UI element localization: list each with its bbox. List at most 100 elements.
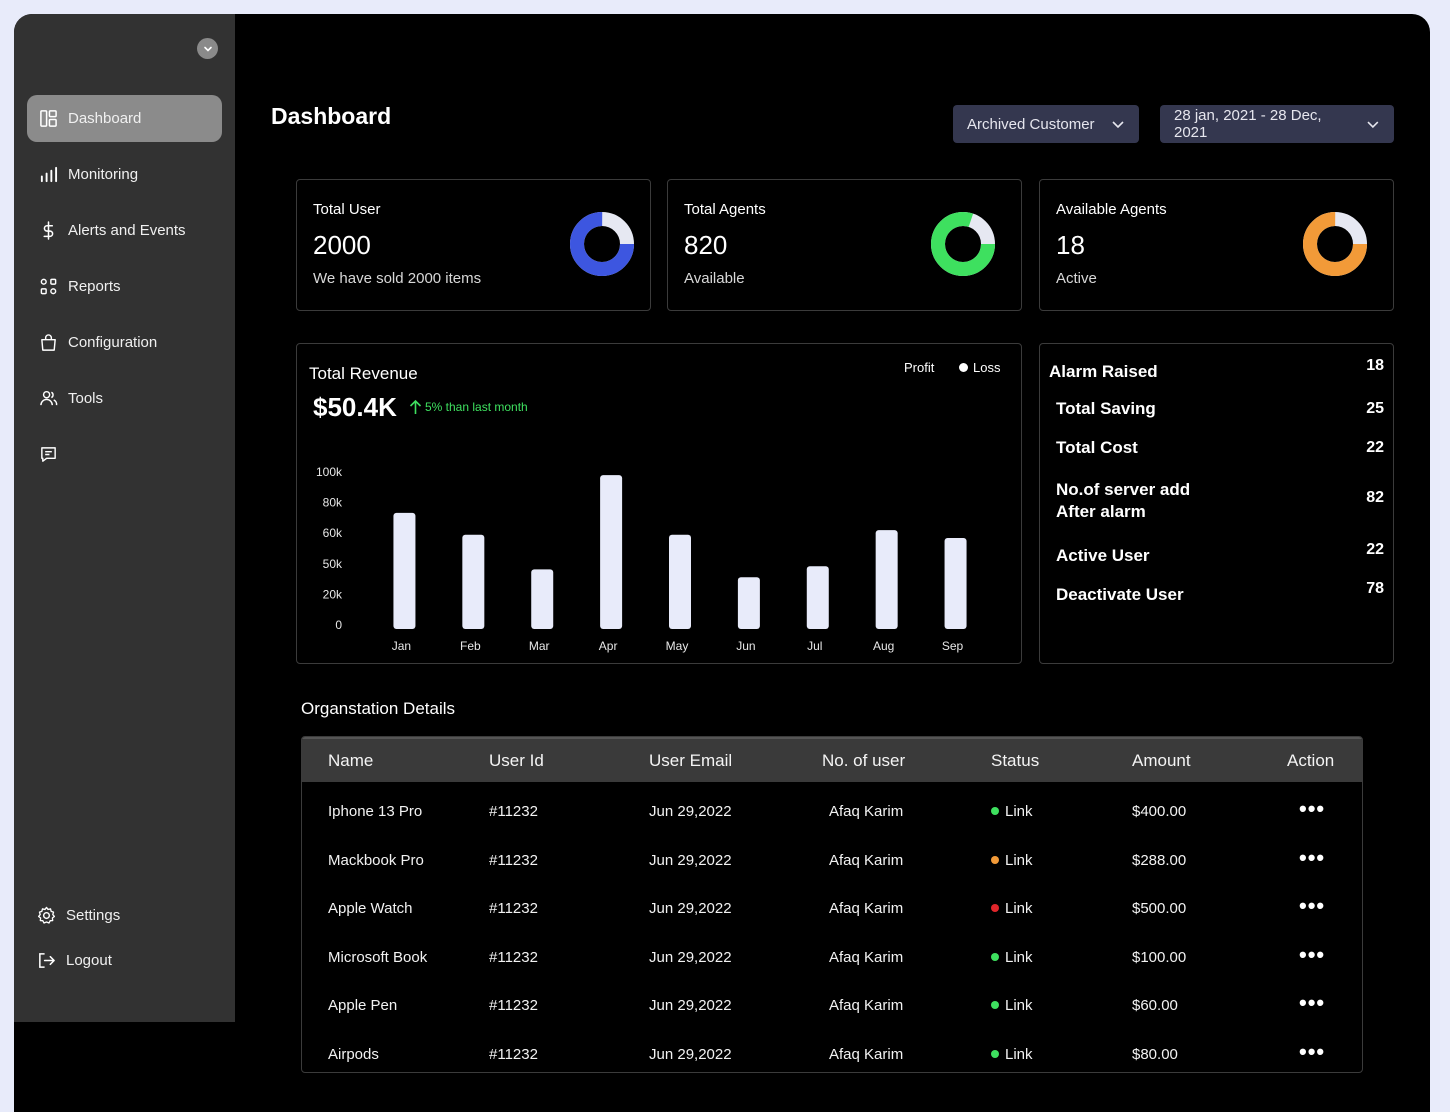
section-title: Organstation Details [301, 699, 456, 718]
sidebar-item-settings[interactable]: Settings [25, 892, 220, 939]
cell-name: Iphone 13 Pro [328, 803, 423, 820]
alarm-label: Total Saving [1056, 399, 1156, 418]
cell-email: Jun 29,2022 [649, 900, 732, 917]
column-header[interactable]: No. of user [822, 751, 906, 770]
cell-status[interactable]: Link [991, 949, 1033, 966]
revenue-title: Total Revenue [309, 364, 418, 383]
stat-value: 2000 [313, 230, 371, 260]
revenue-bar-chart: 0 20k 50k 60k 80k 100k Jan Feb Mar Apr May Jun Jul Au… [316, 465, 967, 653]
donut-segment [570, 212, 634, 276]
bar-jun[interactable] [737, 577, 760, 629]
stat-card-available-agents: Available Agents 18 Active [1039, 179, 1394, 311]
more-actions-icon[interactable]: ••• [1299, 1038, 1326, 1064]
sidebar-collapse-button[interactable] [197, 38, 218, 59]
bar-mar[interactable] [531, 569, 554, 629]
column-header[interactable]: Status [991, 751, 1040, 770]
alarm-value: 18 [1366, 357, 1384, 374]
cell-status[interactable]: Link [991, 803, 1033, 820]
more-actions-icon[interactable]: ••• [1299, 844, 1326, 870]
more-actions-icon[interactable]: ••• [1299, 893, 1326, 918]
cell-status[interactable]: Link [991, 1046, 1033, 1063]
cell-email: Jun 29,2022 [649, 1045, 732, 1063]
bar-aug[interactable] [875, 530, 898, 629]
legend-dot [959, 363, 968, 372]
stat-label: Available Agents [1056, 201, 1167, 218]
cell-name: Microsoft Book [328, 948, 428, 966]
cell-status[interactable]: Link [991, 852, 1033, 869]
sidebar-item-tools[interactable]: Tools [27, 375, 222, 422]
table-row[interactable]: Microsoft Book #11232 Jun 29,2022 Afaq Kari… [302, 935, 1362, 983]
sidebar-item-alerts[interactable]: Alerts and Events [27, 207, 222, 254]
status-link[interactable]: Link [1005, 803, 1033, 820]
cell-amount: $400.00 [1132, 803, 1187, 820]
more-actions-icon[interactable]: ••• [1299, 941, 1326, 967]
column-header[interactable]: Name [328, 751, 374, 770]
stat-subtitle: Available [684, 270, 745, 287]
table-row[interactable]: Apple Watch #11232 Jun 29,2022 Afaq Karim $5… [302, 886, 1362, 934]
status-dot [991, 1001, 999, 1009]
cell-status[interactable]: Link [991, 997, 1033, 1014]
bar-jan[interactable] [393, 512, 416, 629]
more-actions-icon[interactable]: ••• [1299, 796, 1326, 821]
status-link[interactable]: Link [1005, 948, 1033, 966]
more-actions-icon[interactable]: ••• [1299, 990, 1326, 1015]
sidebar-item-label: Logout [66, 952, 112, 969]
table-row[interactable]: Airpods #11232 Jun 29,2022 Afaq Karim $80.00… [302, 1032, 1362, 1073]
table-row[interactable]: Iphone 13 Pro #11232 Jun 29,2022 Afaq Karim… [302, 789, 1362, 837]
alarm-value: 78 [1366, 580, 1384, 597]
revenue-card: Total Revenue $50.4K 5% than last month … [296, 343, 1022, 664]
x-tick-label: Mar [529, 639, 550, 653]
status-link[interactable]: Link [1005, 1045, 1033, 1063]
stat-subtitle: We have sold 2000 items [313, 270, 482, 287]
sidebar: Dashboard Monitoring Alerts and Events R… [14, 14, 235, 1022]
page-title: Dashboard [271, 103, 392, 129]
cell-email: Jun 29,2022 [649, 948, 732, 966]
bar-chart-icon [39, 165, 58, 184]
alarm-label: Total Cost [1056, 438, 1138, 457]
bar-apr[interactable] [600, 475, 623, 629]
donut-segment [931, 212, 995, 276]
bar-may[interactable] [669, 534, 691, 629]
stat-label: Total User [313, 201, 381, 218]
sidebar-item-reports[interactable]: Reports [27, 263, 222, 310]
sidebar-item-monitoring[interactable]: Monitoring [27, 151, 222, 198]
sidebar-item-dashboard[interactable]: Dashboard [27, 95, 222, 142]
cell-id: #11232 [489, 803, 538, 820]
legend-label: Loss [973, 360, 1001, 375]
cell-id: #11232 [489, 948, 538, 966]
status-link[interactable]: Link [1005, 900, 1033, 917]
sidebar-item-label: Tools [68, 390, 104, 407]
cell-email: Jun 29,2022 [649, 803, 732, 820]
column-header[interactable]: Action [1287, 751, 1335, 770]
cell-name: Airpods [328, 1045, 379, 1063]
alarm-card: Alarm Raised 18 Total Saving 25 Total Co… [1039, 343, 1394, 664]
sidebar-item-configuration[interactable]: Configuration [27, 319, 222, 366]
x-tick-label: May [666, 639, 689, 653]
alarm-label: Alarm Raised [1049, 362, 1158, 381]
x-tick-label: Feb [460, 639, 481, 653]
status-dot [991, 807, 999, 815]
sidebar-item-messages[interactable] [27, 431, 222, 478]
donut-chart [1303, 212, 1367, 276]
cell-id: #11232 [489, 1045, 538, 1063]
cell-id: #11232 [489, 851, 538, 869]
date-range-dropdown[interactable]: 28 jan, 2021 - 28 Dec, 2021 [1160, 105, 1394, 143]
cell-status[interactable]: Link [991, 900, 1033, 917]
stat-label: Total Agents [684, 201, 766, 218]
bar-feb[interactable] [462, 534, 485, 629]
sidebar-item-logout[interactable]: Logout [25, 937, 220, 984]
cell-users: Afaq Karim [829, 1045, 904, 1063]
status-dot [991, 855, 999, 864]
column-header[interactable]: User Id [489, 751, 544, 770]
chevron-down-icon [203, 46, 212, 52]
status-link[interactable]: Link [1005, 997, 1033, 1014]
customer-filter-dropdown[interactable]: Archived Customer [953, 105, 1139, 143]
column-header[interactable]: User Email [649, 751, 733, 770]
status-link[interactable]: Link [1005, 851, 1033, 869]
table-row[interactable]: Mackbook Pro #11232 Jun 29,2022 Afaq Karim $… [302, 838, 1362, 886]
bar-jul[interactable] [806, 566, 829, 629]
table-row[interactable]: Apple Pen #11232 Jun 29,2022 Afaq Karim $60.… [302, 983, 1362, 1031]
alarm-value: 82 [1366, 489, 1384, 506]
bar-sep[interactable] [944, 537, 967, 629]
column-header[interactable]: Amount [1132, 751, 1191, 770]
